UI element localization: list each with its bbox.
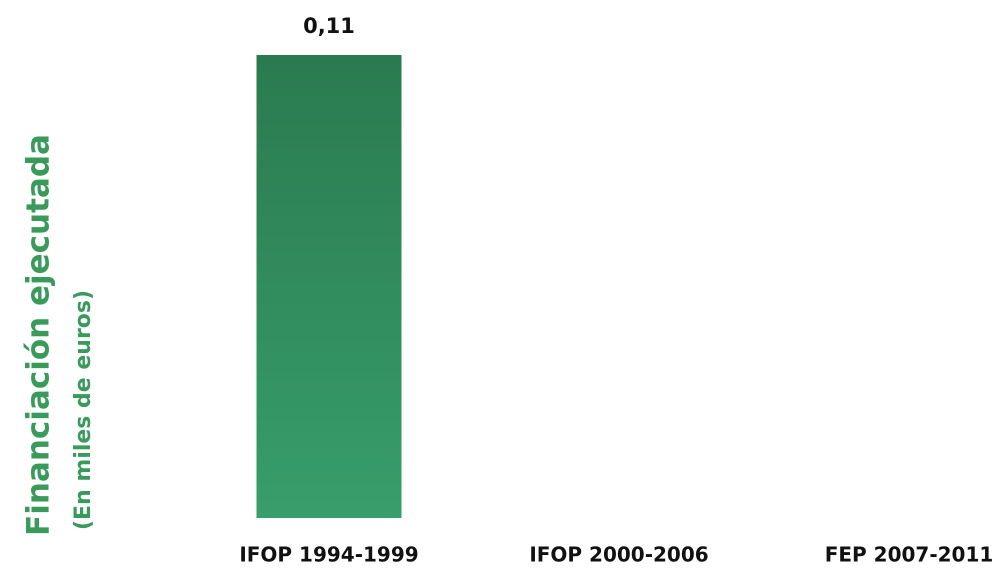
y-axis-title: Financiación ejecutada <box>21 134 57 536</box>
x-tick-label: IFOP 2000-2006 <box>529 543 708 567</box>
x-tick-label: IFOP 1994-1999 <box>239 543 418 567</box>
bar <box>256 55 402 518</box>
x-tick-label: FEP 2007-2011 <box>825 543 994 567</box>
data-label: 0,11 <box>303 14 355 38</box>
y-axis-subtitle: (En miles de euros) <box>71 290 96 530</box>
